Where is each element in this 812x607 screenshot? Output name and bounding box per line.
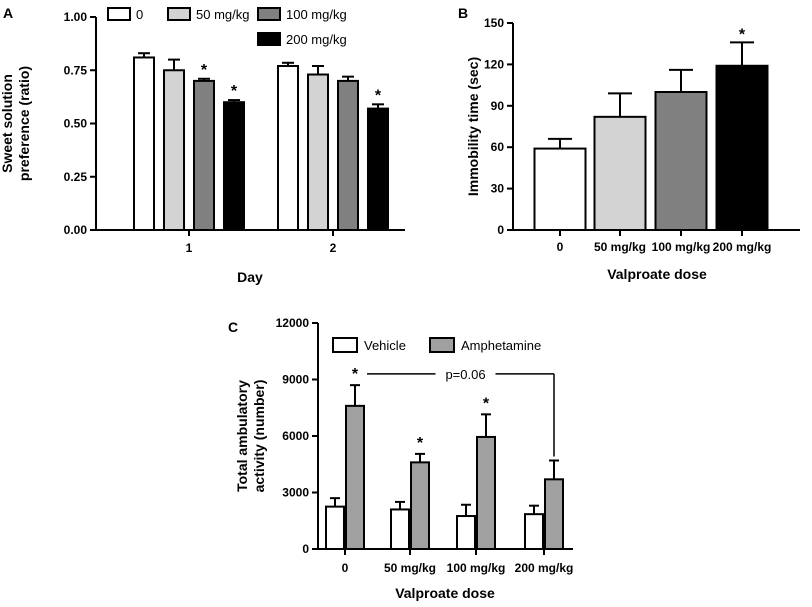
A-y-axis-title: Sweet solution [0,74,15,173]
C-x-tick-label: 0 [342,561,349,575]
C-y-tick-label: 9000 [282,373,309,387]
A-legend-swatch [107,7,131,21]
B-significance-star: * [739,26,746,43]
A-x-tick-label: 1 [186,241,193,255]
C-bar [390,508,410,551]
C-y-tick-label: 3000 [282,486,309,500]
A-bar [307,73,329,232]
B-y-tick-label: 150 [484,16,504,30]
C-significance-star: * [483,395,490,412]
A-significance-star: * [201,62,208,79]
A-legend-label: 0 [136,7,143,22]
B-y-axis-title: Immobility time (sec) [465,57,481,196]
B-y-tick-label: 120 [484,57,504,71]
C-y-tick-label: 0 [302,542,309,556]
C-annotation-label: p=0.06 [445,367,485,382]
B-x-tick-label: 100 mg/kg [652,240,711,254]
C-legend-swatch [332,337,358,353]
A-bar [277,64,299,231]
C-bar [544,478,564,551]
A-legend-label: 200 mg/kg [286,32,347,47]
C-x-tick-label: 100 mg/kg [447,561,506,575]
A-legend-label: 50 mg/kg [196,7,249,22]
panel-a-bars: * * * [133,52,389,232]
A-significance-star: * [231,83,238,100]
panel-c-axes: 0 3000 6000 9000 12000 Total ambulatory activi… [234,316,573,601]
B-bar [654,91,708,231]
A-x-axis-title: Day [237,269,263,285]
A-bar [223,101,245,231]
C-significance-star: * [352,366,359,383]
A-bar [337,79,359,232]
A-y-tick-label: 1.00 [64,10,88,24]
C-bar [524,513,544,550]
A-y-tick-label: 0.25 [64,170,88,184]
A-y-tick-label: 0.00 [64,223,88,237]
B-y-tick-label: 60 [491,140,505,154]
A-y-axis-title: preference (ratio) [16,66,32,181]
B-y-tick-label: 30 [491,182,505,196]
A-significance-star: * [375,87,382,104]
B-x-axis-title: Valproate dose [607,266,707,282]
A-bar [133,56,155,231]
panel-c-legend: Vehicle Amphetamine [332,337,541,353]
C-significance-star: * [417,435,424,452]
B-bar [533,147,587,231]
B-bar [715,64,769,231]
C-bar [456,515,476,551]
panel-a: A 0.00 0.25 0.50 0.75 1.00 Sweet solution pref… [0,5,405,285]
A-y-tick-label: 0.75 [64,63,88,77]
C-x-axis-title: Valproate dose [395,585,495,601]
panel-c: C 0 3000 6000 9000 12000 Total ambulatory acti… [228,316,573,601]
B-y-tick-label: 90 [491,99,505,113]
A-legend-swatch [257,7,281,21]
panel-b: B 0 30 60 90 120 150 Immobility time (sec) 0 50 … [458,5,800,282]
A-bar [367,107,389,231]
A-legend-swatch [257,32,281,46]
panel-letter-c: C [228,319,238,335]
A-legend-label: 100 mg/kg [286,7,347,22]
C-bar [476,435,496,551]
B-bar [593,115,647,231]
C-y-tick-label: 6000 [282,429,309,443]
B-x-tick-label: 50 mg/kg [594,240,646,254]
C-x-tick-label: 200 mg/kg [515,561,574,575]
B-x-tick-label: 200 mg/kg [713,240,772,254]
A-x-tick-label: 2 [330,241,337,255]
A-bar [163,69,185,231]
panel-b-bars: * [533,26,769,231]
C-bar [325,505,345,550]
A-legend-swatch [167,7,191,21]
C-legend-label: Vehicle [364,338,406,353]
C-y-axis-title: activity (number) [251,380,267,493]
C-y-tick-label: 12000 [276,316,310,330]
panel-letter-a: A [3,5,13,21]
C-y-axis-title: Total ambulatory [234,380,250,492]
A-y-tick-label: 0.50 [64,117,88,131]
C-x-tick-label: 50 mg/kg [384,561,436,575]
C-bar [345,404,365,550]
C-legend-label: Amphetamine [461,338,541,353]
A-bar [193,79,215,232]
panel-a-legend: 0 50 mg/kg 100 mg/kg 200 mg/kg [107,7,347,47]
panel-letter-b: B [458,5,468,21]
panel-c-bars: * * * p=0.06 [325,366,564,551]
C-legend-swatch [429,337,455,353]
C-bar [410,461,430,550]
B-x-tick-label: 0 [557,240,564,254]
B-y-tick-label: 0 [497,223,504,237]
